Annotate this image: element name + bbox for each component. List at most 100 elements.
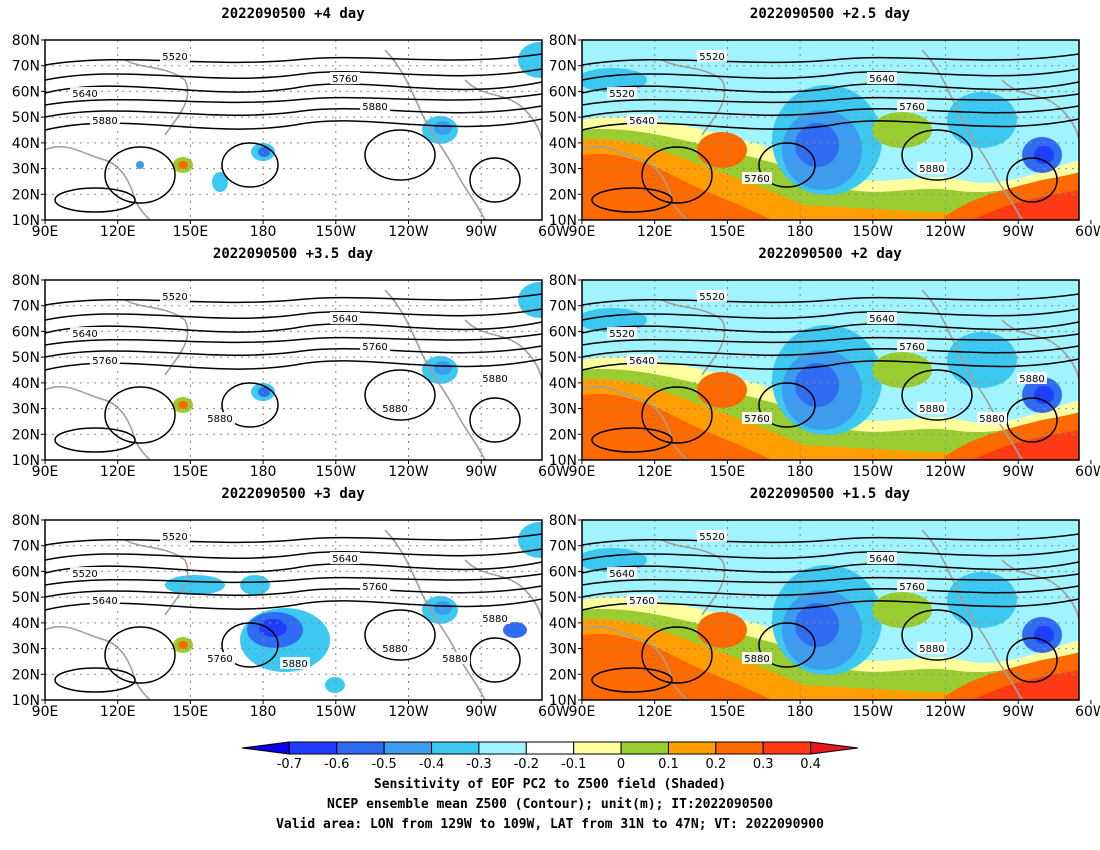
colorbar-segment bbox=[288, 741, 338, 755]
coastline bbox=[45, 145, 151, 220]
colorbar-segment bbox=[241, 741, 290, 755]
z500-contour bbox=[582, 53, 1079, 66]
contour-label-bg bbox=[917, 162, 947, 174]
z500-contour bbox=[45, 81, 542, 94]
shaded-region bbox=[582, 154, 772, 220]
contour-label: 5520 bbox=[162, 52, 187, 63]
z500-contour bbox=[641, 626, 713, 684]
z500-contour bbox=[221, 622, 279, 668]
lon-tick-label: 180 bbox=[250, 704, 277, 720]
lat-tick-label: 40N bbox=[549, 136, 577, 152]
contour-label-bg bbox=[867, 312, 897, 324]
contour-label: 5760 bbox=[899, 342, 924, 353]
lat-tick-label: 80N bbox=[549, 513, 577, 529]
contour-label: 5640 bbox=[72, 89, 97, 100]
contour-label-bg bbox=[205, 652, 235, 664]
lat-tick-label: 70N bbox=[549, 59, 577, 75]
z500-contour bbox=[45, 573, 542, 586]
colorbar-segment bbox=[573, 741, 622, 755]
contour-label-bg bbox=[360, 100, 390, 112]
lon-tick-label: 90W bbox=[1002, 224, 1034, 240]
map-background bbox=[45, 40, 542, 220]
contour-label-bg bbox=[330, 552, 360, 564]
map-panel: 5520 5520 5640 5640 5760 5760 5880 bbox=[582, 40, 1079, 220]
z500-contour bbox=[45, 68, 542, 81]
panel-title: 2022090500 +3.5 day bbox=[212, 246, 374, 262]
caption-line-2: NCEP ensemble mean Z500 (Contour); unit(… bbox=[326, 797, 774, 812]
z500-contour bbox=[364, 129, 436, 181]
colorbar-segment bbox=[620, 741, 669, 755]
lon-tick-label: 60W bbox=[1075, 224, 1100, 240]
lon-tick-label: 90W bbox=[1002, 704, 1034, 720]
contour-label: 5760 bbox=[629, 596, 654, 607]
lon-tick-label: 120E bbox=[100, 704, 136, 720]
lat-tick-label: 40N bbox=[12, 376, 40, 392]
lat-tick-label: 50N bbox=[12, 110, 40, 126]
z500-contour bbox=[221, 382, 279, 428]
lat-tick-label: 20N bbox=[549, 667, 577, 683]
contour-label-bg bbox=[1017, 372, 1047, 384]
coastline bbox=[582, 385, 688, 460]
contour-label-bg bbox=[742, 412, 772, 424]
z500-contour bbox=[591, 187, 673, 213]
lat-tick-label: 60N bbox=[549, 324, 577, 340]
z500-contour bbox=[45, 105, 542, 118]
coastline bbox=[582, 625, 688, 700]
contour-label: 5880 bbox=[919, 164, 944, 175]
shaded-region bbox=[872, 352, 932, 388]
z500-contour bbox=[641, 386, 713, 444]
contour-label-bg bbox=[360, 340, 390, 352]
z500-contour bbox=[582, 561, 1079, 574]
lon-tick-label: 120W bbox=[388, 704, 429, 720]
contour-label-bg bbox=[90, 594, 120, 606]
z500-contour bbox=[45, 345, 542, 358]
panel-frame bbox=[581, 39, 1080, 221]
contour-label: 5520 bbox=[699, 52, 724, 63]
caption-line-3: Valid area: LON from 129W to 109W, LAT f… bbox=[276, 817, 824, 832]
lon-tick-label: 120E bbox=[100, 224, 136, 240]
lon-tick-label: 90E bbox=[32, 704, 59, 720]
contour-label-bg bbox=[897, 100, 927, 112]
colorbar-segment bbox=[431, 741, 480, 755]
contour-label: 5520 bbox=[162, 532, 187, 543]
lon-tick-label: 60W bbox=[1075, 464, 1100, 480]
lon-tick-label: 60W bbox=[538, 704, 570, 720]
panel-title: 2022090500 +2.5 day bbox=[749, 6, 911, 22]
z500-contour bbox=[45, 93, 542, 106]
coastline bbox=[661, 539, 726, 616]
coastline bbox=[661, 59, 726, 136]
shaded-region bbox=[434, 601, 452, 615]
lat-tick-label: 10N bbox=[12, 453, 40, 469]
colorbar-segment bbox=[525, 741, 575, 755]
lat-tick-label: 50N bbox=[12, 350, 40, 366]
lon-tick-label: 60W bbox=[538, 464, 570, 480]
colorbar-tick-label: -0.4 bbox=[419, 757, 444, 772]
colorbar-tick-label: -0.2 bbox=[514, 757, 539, 772]
contour-label: 5880 bbox=[919, 404, 944, 415]
contour-label: 5760 bbox=[332, 74, 357, 85]
lat-tick-label: 30N bbox=[549, 162, 577, 178]
colorbar-tick-label: 0.1 bbox=[658, 757, 679, 772]
lat-tick-label: 60N bbox=[12, 324, 40, 340]
contour-label-bg bbox=[330, 312, 360, 324]
lat-tick-label: 60N bbox=[12, 84, 40, 100]
contour-label-bg bbox=[280, 657, 310, 669]
contour-label: 5640 bbox=[629, 356, 654, 367]
z500-contour bbox=[54, 667, 136, 693]
lon-tick-label: 120E bbox=[637, 464, 673, 480]
contour-label: 5880 bbox=[1019, 374, 1044, 385]
contour-label: 5760 bbox=[744, 174, 769, 185]
lat-tick-label: 40N bbox=[549, 616, 577, 632]
coastline bbox=[384, 289, 486, 460]
lon-tick-label: 150E bbox=[173, 224, 209, 240]
z500-contour bbox=[45, 585, 542, 598]
shaded-region bbox=[947, 332, 1017, 388]
contour-label-bg bbox=[90, 114, 120, 126]
lat-tick-label: 50N bbox=[12, 590, 40, 606]
z500-contour bbox=[582, 585, 1079, 598]
shaded-region bbox=[165, 575, 225, 595]
shaded-region bbox=[258, 387, 270, 397]
shaded-region bbox=[259, 619, 287, 637]
lon-tick-label: 150E bbox=[710, 464, 746, 480]
shaded-region bbox=[947, 92, 1017, 148]
